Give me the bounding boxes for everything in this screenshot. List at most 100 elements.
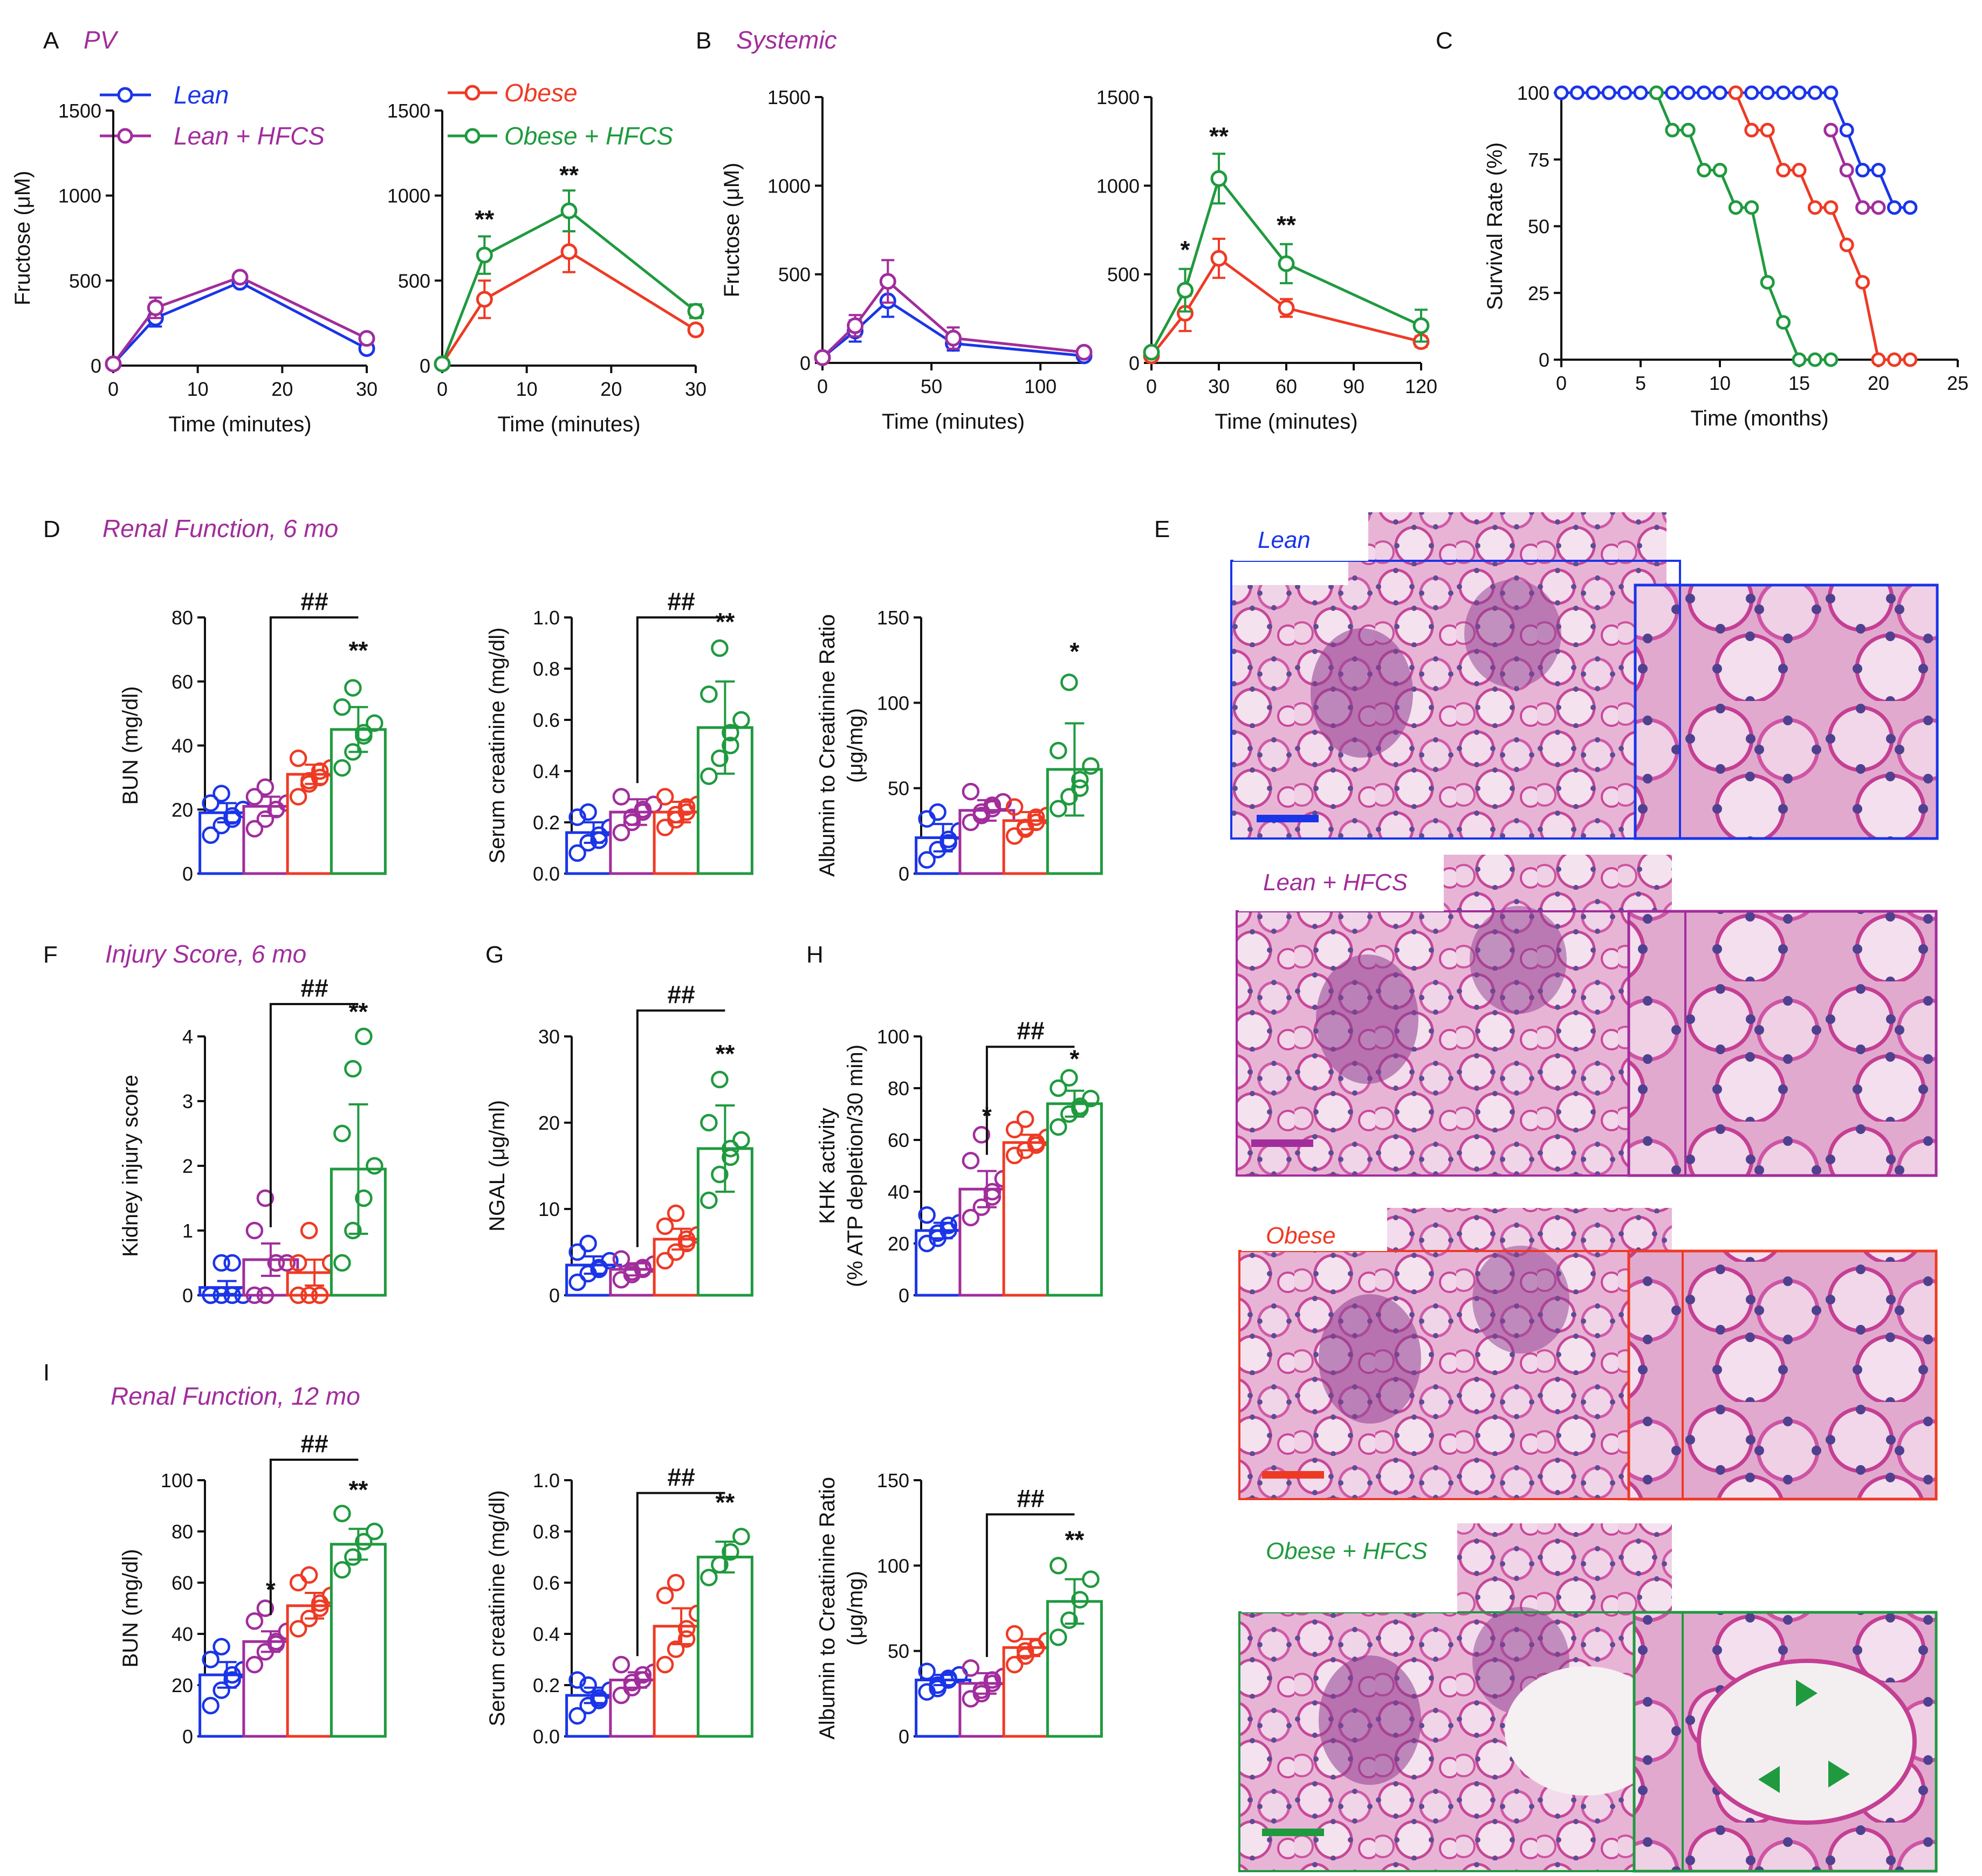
data-point-obese_hfcs: [344, 1060, 362, 1078]
y-tick-label: 0.8: [533, 1521, 560, 1543]
y-tick-label: 80: [172, 1521, 193, 1543]
data-point-obese: [1728, 85, 1743, 100]
significance-marker: **: [348, 998, 368, 1026]
data-point-lean: [223, 1286, 241, 1304]
y-axis-label: KHK activity: [815, 1108, 839, 1224]
data-point-obese_hfcs: [1697, 163, 1712, 178]
histology-image: [1240, 1251, 1683, 1499]
data-point-obese_hfcs: [1071, 779, 1089, 797]
data-point-lean_hfcs: [612, 1250, 630, 1268]
data-point-lean_hfcs: [623, 1263, 641, 1281]
data-point-lean_hfcs: [245, 788, 264, 806]
data-point-obese_hfcs: [1278, 255, 1295, 272]
chart-F: 0 1 2 3 4 Kidney injury score ## **: [119, 974, 387, 1307]
x-axis-label: Time (minutes): [1215, 410, 1357, 434]
panel-label-E: E: [1154, 516, 1170, 542]
significance-marker: **: [1277, 211, 1296, 239]
data-point-lean: [1903, 200, 1918, 215]
histology-image-top: [1348, 512, 1666, 586]
chart-C: 0 25 50 75 100 0 5 10 15 20 25 Time (months) Surviva…: [1483, 82, 1969, 430]
series-line-obese: [441, 250, 697, 365]
x-tick-label: 120: [1405, 375, 1437, 397]
data-point-obese_hfcs: [1665, 122, 1680, 138]
y-tick-label: 0.8: [533, 658, 560, 680]
data-point-obese_hfcs: [1071, 1591, 1089, 1609]
x-tick-label: 0: [437, 378, 448, 400]
histology-image-top: [1435, 855, 1672, 912]
y-tick-label: 1.0: [533, 607, 560, 629]
data-point-obese: [289, 1620, 307, 1638]
data-point-obese: [677, 1630, 696, 1648]
data-point-lean_hfcs: [256, 1286, 275, 1304]
bar-obese_hfcs: [330, 728, 387, 875]
significance-hash: ##: [668, 587, 695, 615]
y-tick-label: 3: [182, 1090, 193, 1112]
data-point-obese: [667, 1573, 685, 1592]
x-tick-label: 0: [1146, 375, 1157, 397]
data-point-lean_hfcs: [105, 355, 122, 373]
y-axis-label-units: (% ATP depletion/30 min): [843, 1044, 867, 1287]
panel-label-H: H: [806, 942, 824, 968]
y-tick-label: 0: [1129, 352, 1140, 374]
data-point-obese_hfcs: [355, 724, 373, 741]
histology-image-top: [1451, 1523, 1672, 1613]
series-line-lean: [1561, 91, 1910, 209]
data-point-lean_hfcs: [972, 1685, 991, 1703]
data-point-lean_hfcs: [612, 788, 630, 806]
histology-label: Lean + HFCS: [1263, 869, 1408, 896]
histology-frame: [1238, 1611, 1684, 1872]
data-point-obese: [667, 1204, 685, 1222]
data-point-obese_hfcs: [732, 711, 750, 729]
data-point-lean_hfcs: [256, 810, 275, 828]
y-tick-label: 1000: [1096, 175, 1140, 197]
data-point-lean: [1855, 163, 1870, 178]
legend-obese-hfcs: Obese + HFCS: [504, 122, 673, 150]
chart-D1: 0 20 40 60 80 BUN (mg/dl) ## **: [119, 587, 387, 885]
label-background: [1242, 1523, 1457, 1612]
label-background: [1239, 855, 1444, 911]
comparison-bracket: [269, 1003, 359, 1227]
panel-label-D: D: [43, 516, 60, 542]
y-tick-label: 80: [888, 1077, 909, 1100]
data-point-obese_hfcs: [711, 639, 729, 657]
legend-A2: Obese Obese + HFCS: [448, 79, 673, 150]
data-point-obese_hfcs: [687, 303, 704, 320]
glomerulus: [1464, 580, 1561, 688]
data-point-obese: [560, 243, 578, 260]
significance-marker: **: [348, 636, 368, 664]
x-axis-label: Time (months): [1690, 407, 1828, 430]
data-point-obese_hfcs: [355, 1533, 373, 1551]
y-tick-label: 100: [1517, 82, 1549, 104]
panel-title-I: Renal Function, 12 mo: [111, 1382, 360, 1410]
data-point-obese_hfcs: [1060, 788, 1078, 806]
data-point-lean_hfcs: [945, 329, 962, 347]
data-point-lean: [1776, 85, 1791, 100]
data-point-lean: [202, 794, 220, 812]
chart-I3: 0 50 100 150 Albumin to Creatinine Ratio (μg/…: [815, 1469, 1103, 1748]
histology-lean_hfcs: Lean + HFCS: [1236, 855, 1938, 1177]
data-point-obese_hfcs: [333, 1124, 351, 1143]
data-point-lean_hfcs: [847, 317, 864, 334]
y-tick-label: 150: [877, 1469, 909, 1492]
bar-obese_hfcs: [1046, 1102, 1103, 1297]
comparison-bracket: [269, 616, 359, 781]
data-point-obese_hfcs: [1071, 771, 1089, 789]
data-point-obese: [667, 1243, 685, 1261]
data-point-obese: [1016, 820, 1034, 838]
comparison-bracket: [269, 1459, 359, 1616]
data-point-obese: [311, 1286, 329, 1304]
y-tick-label: 0: [91, 355, 101, 377]
data-point-obese_hfcs: [1050, 800, 1067, 817]
data-point-obese_hfcs: [344, 743, 362, 761]
y-tick-label: 80: [172, 607, 193, 629]
histology-label: Obese: [1266, 1222, 1336, 1249]
panel-label-C: C: [1436, 28, 1453, 54]
data-point-lean_hfcs: [256, 778, 275, 796]
y-tick-label: 100: [161, 1469, 193, 1492]
y-tick-label: 20: [538, 1112, 560, 1134]
x-tick-label: 15: [1788, 372, 1810, 394]
data-point-obese_hfcs: [700, 767, 718, 785]
x-tick-label: 10: [1709, 372, 1731, 394]
data-point-obese_hfcs: [700, 1569, 718, 1586]
